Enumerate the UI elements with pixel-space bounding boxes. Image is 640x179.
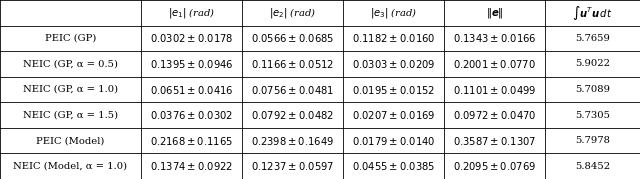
Text: $0.0792\pm0.0482$: $0.0792\pm0.0482$ <box>251 109 334 121</box>
Text: $0.0303\pm0.0209$: $0.0303\pm0.0209$ <box>352 58 435 70</box>
Text: PEIC (GP): PEIC (GP) <box>45 34 96 43</box>
Text: $0.0651\pm0.0416$: $0.0651\pm0.0416$ <box>150 83 233 96</box>
Text: $0.1166\pm0.0512$: $0.1166\pm0.0512$ <box>251 58 334 70</box>
Text: $0.1343\pm0.0166$: $0.1343\pm0.0166$ <box>453 32 536 44</box>
Text: $0.2398\pm0.1649$: $0.2398\pm0.1649$ <box>251 135 334 147</box>
Text: 5.9022: 5.9022 <box>575 59 610 68</box>
Text: $0.3587\pm0.1307$: $0.3587\pm0.1307$ <box>453 135 536 147</box>
Text: $0.2095\pm0.0769$: $0.2095\pm0.0769$ <box>453 160 536 172</box>
Text: 5.8452: 5.8452 <box>575 162 610 171</box>
Text: NEIC (GP, α = 1.5): NEIC (GP, α = 1.5) <box>23 111 118 120</box>
Text: 5.7305: 5.7305 <box>575 111 610 120</box>
Text: NEIC (Model, α = 1.0): NEIC (Model, α = 1.0) <box>13 162 127 171</box>
Text: $\|\boldsymbol{e}\|$: $\|\boldsymbol{e}\|$ <box>486 6 504 20</box>
Text: $0.0566\pm0.0685$: $0.0566\pm0.0685$ <box>251 32 334 44</box>
Text: $0.1101\pm0.0499$: $0.1101\pm0.0499$ <box>453 83 536 96</box>
Text: $|e_3|$ (rad): $|e_3|$ (rad) <box>370 6 417 20</box>
Text: PEIC (Model): PEIC (Model) <box>36 136 104 145</box>
Text: $0.2001\pm0.0770$: $0.2001\pm0.0770$ <box>453 58 536 70</box>
Text: $0.0207\pm0.0169$: $0.0207\pm0.0169$ <box>352 109 435 121</box>
Text: $0.1182\pm0.0160$: $0.1182\pm0.0160$ <box>352 32 435 44</box>
Text: 5.7659: 5.7659 <box>575 34 610 43</box>
Text: NEIC (GP, α = 0.5): NEIC (GP, α = 0.5) <box>23 59 118 68</box>
Text: $|e_1|$ (rad): $|e_1|$ (rad) <box>168 6 215 20</box>
Text: $0.0302\pm0.0178$: $0.0302\pm0.0178$ <box>150 32 233 44</box>
Text: $0.0376\pm0.0302$: $0.0376\pm0.0302$ <box>150 109 233 121</box>
Text: $|e_2|$ (rad): $|e_2|$ (rad) <box>269 6 316 20</box>
Text: $0.1237\pm0.0597$: $0.1237\pm0.0597$ <box>251 160 334 172</box>
Text: $\int \boldsymbol{u}^T\boldsymbol{u}\,dt$: $\int \boldsymbol{u}^T\boldsymbol{u}\,dt… <box>572 4 613 22</box>
Text: $0.0179\pm0.0140$: $0.0179\pm0.0140$ <box>352 135 435 147</box>
Text: 5.7978: 5.7978 <box>575 136 610 145</box>
Text: $0.0455\pm0.0385$: $0.0455\pm0.0385$ <box>352 160 435 172</box>
Text: $0.1374\pm0.0922$: $0.1374\pm0.0922$ <box>150 160 233 172</box>
Text: NEIC (GP, α = 1.0): NEIC (GP, α = 1.0) <box>23 85 118 94</box>
Text: $0.0972\pm0.0470$: $0.0972\pm0.0470$ <box>453 109 536 121</box>
Text: $0.1395\pm0.0946$: $0.1395\pm0.0946$ <box>150 58 233 70</box>
Text: 5.7089: 5.7089 <box>575 85 610 94</box>
Text: $0.2168\pm0.1165$: $0.2168\pm0.1165$ <box>150 135 233 147</box>
Text: $0.0195\pm0.0152$: $0.0195\pm0.0152$ <box>352 83 435 96</box>
Text: $0.0756\pm0.0481$: $0.0756\pm0.0481$ <box>251 83 334 96</box>
